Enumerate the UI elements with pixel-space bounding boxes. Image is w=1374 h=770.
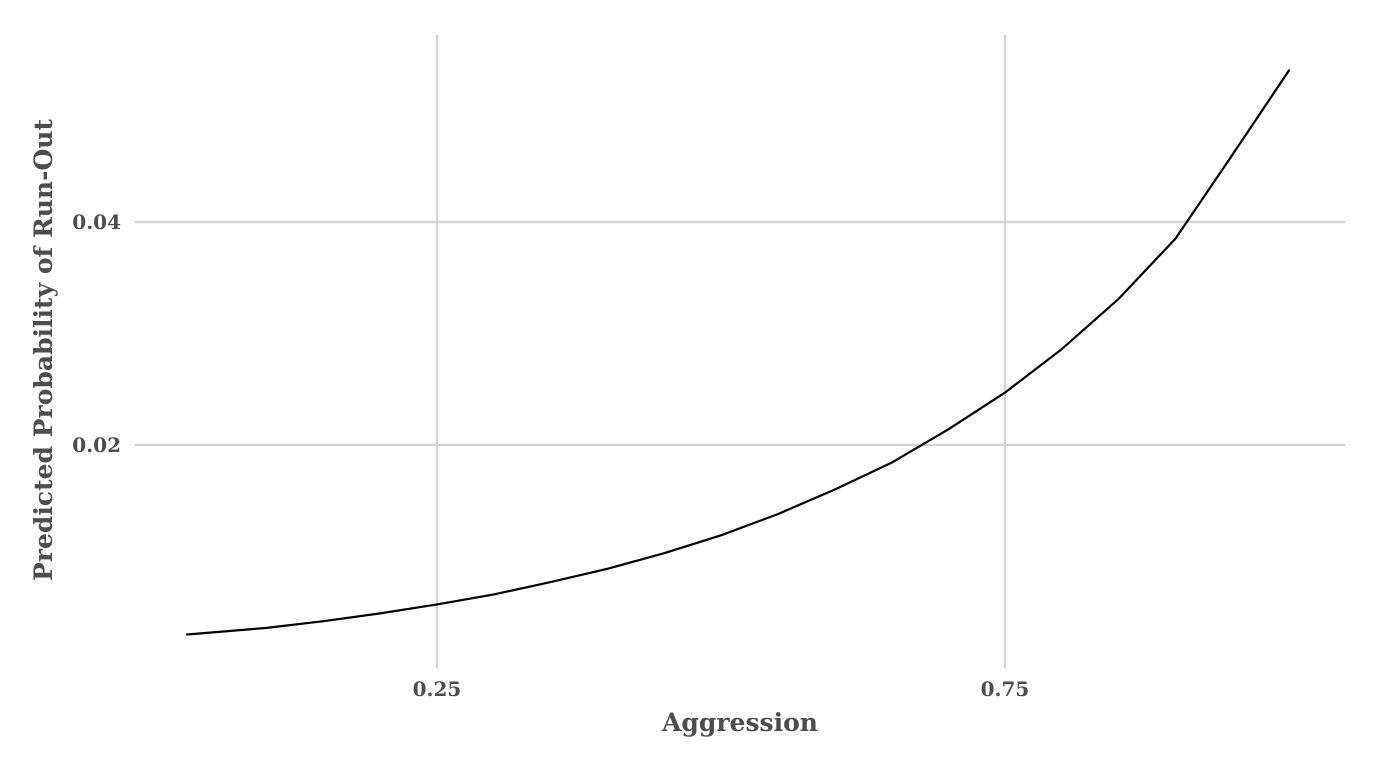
horizontal-gridlines: [135, 220, 1345, 447]
x-tick-label: 0.25: [413, 677, 462, 701]
x-axis-title: Aggression: [661, 708, 818, 737]
y-tick-label: 0.02: [72, 433, 121, 457]
x-tick-labels: 0.25 0.75: [413, 677, 1030, 701]
y-tick-label: 0.04: [72, 210, 121, 234]
y-tick-labels: 0.02 0.04: [72, 210, 121, 457]
series-line: [186, 69, 1291, 636]
x-tick-label: 0.75: [981, 677, 1030, 701]
series-group: [186, 69, 1291, 636]
vertical-gridlines: [435, 35, 1007, 668]
y-axis-title: Predicted Probability of Run-Out: [29, 119, 58, 581]
